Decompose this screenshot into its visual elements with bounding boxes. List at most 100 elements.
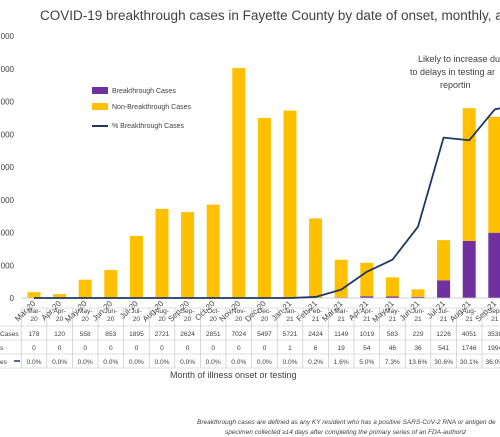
table-header-year: 20 <box>210 316 218 323</box>
y-tick-label: 000 <box>1 163 15 172</box>
table-cell: 5497 <box>257 331 272 338</box>
table-header-year: 21 <box>338 316 346 323</box>
table-header-year: 20 <box>133 316 141 323</box>
bar-non-breakthrough <box>283 110 297 298</box>
table-cell: 0.2% <box>308 359 323 366</box>
table-cell: 1994 <box>487 345 500 352</box>
table-header-year: 20 <box>107 316 115 323</box>
table-cell: 0.0% <box>154 359 169 366</box>
annotation-line-3: reportin <box>440 80 471 90</box>
table-row-label: s <box>0 345 4 352</box>
bar-breakthrough <box>385 296 399 298</box>
table-header-month: Jun- <box>412 308 425 315</box>
table-header-month: Oct- <box>207 308 219 315</box>
table-header-month: Jul- <box>131 308 142 315</box>
table-cell: 0.0% <box>129 359 144 366</box>
table-cell: 36.0% <box>485 359 500 366</box>
table-cell: 1149 <box>334 331 349 338</box>
table-cell: 0.0% <box>257 359 272 366</box>
table-cell: 1746 <box>462 345 477 352</box>
table-cell: 583 <box>387 331 398 338</box>
table-header-year: 21 <box>414 316 422 323</box>
table-cell: 541 <box>438 345 449 352</box>
table-header-month: Feb- <box>309 308 323 315</box>
table-header-month: Mar- <box>27 308 41 315</box>
table-cell: 7024 <box>231 331 246 338</box>
line-layer <box>34 107 500 299</box>
table-cell: 2721 <box>155 331 170 338</box>
table-header-month: Nov- <box>232 308 246 315</box>
table-cell: 36 <box>414 345 422 352</box>
footnote-line-1: Breakthrough cases are defined as any KY… <box>197 419 496 426</box>
bar-non-breakthrough <box>78 279 92 298</box>
bar-non-breakthrough <box>206 204 220 298</box>
y-tick-label: 000 <box>1 261 15 270</box>
table-cell: 0.0% <box>180 359 195 366</box>
table-header-month: May- <box>78 308 93 315</box>
bar-non-breakthrough <box>181 212 195 298</box>
table-header-month: Mar- <box>334 308 348 315</box>
table-header-year: 21 <box>286 316 294 323</box>
table-cell: 0.0% <box>282 359 297 366</box>
bar-non-breakthrough <box>309 218 323 298</box>
table-header-year: 21 <box>440 316 448 323</box>
table-cell: 2424 <box>308 331 323 338</box>
footnote-line-2: specimen collected ≥14 days after comple… <box>225 429 467 436</box>
bar-non-breakthrough <box>257 117 271 298</box>
bar-breakthrough <box>488 232 500 298</box>
table-cell: 229 <box>412 331 423 338</box>
bar-non-breakthrough <box>360 262 374 297</box>
y-tick-label: 0 <box>10 294 15 303</box>
table-cell: 0 <box>160 345 164 352</box>
table-cell: 0.0% <box>26 359 41 366</box>
table-cell: 0 <box>186 345 190 352</box>
bar-breakthrough <box>411 296 425 298</box>
annotation: Likely to increase du to delays in testi… <box>410 54 500 90</box>
table-cell: 0 <box>211 345 215 352</box>
table-cell: 853 <box>105 331 116 338</box>
bar-non-breakthrough <box>437 240 451 281</box>
legend-swatch-non-breakthrough <box>92 103 108 110</box>
table-header-year: 21 <box>312 316 320 323</box>
table-header-year: 21 <box>389 316 397 323</box>
table-cell: 30.1% <box>460 359 479 366</box>
table-cell: 120 <box>54 331 65 338</box>
table-header-year: 20 <box>82 316 90 323</box>
table-cell: 1 <box>288 345 292 352</box>
table-header-month: Sep- <box>181 308 195 315</box>
table-cell: 0.0% <box>231 359 246 366</box>
bar-non-breakthrough <box>129 235 143 298</box>
bar-non-breakthrough <box>462 108 476 241</box>
table-header-month: May- <box>385 308 400 315</box>
y-tick-label: 000 <box>1 229 15 238</box>
y-tick-label: 000 <box>1 32 15 41</box>
table-cell: 0.0% <box>206 359 221 366</box>
table-header-month: Jan- <box>284 308 297 315</box>
x-axis-title: Month of illness onset or testing <box>170 370 297 380</box>
table-header-year: 20 <box>184 316 192 323</box>
y-tick-label: 000 <box>1 130 15 139</box>
table-header-year: 20 <box>261 316 269 323</box>
table-cell: 2624 <box>180 331 195 338</box>
table-header-month: Jul- <box>438 308 449 315</box>
legend-label-percent: % Breakthrough Cases <box>112 123 184 130</box>
bar-non-breakthrough <box>411 289 425 297</box>
table-header-year: 20 <box>30 316 38 323</box>
table-cell: 1226 <box>436 331 451 338</box>
table-cell: 19 <box>338 345 346 352</box>
table-cell: 30.6% <box>434 359 453 366</box>
bar-breakthrough <box>437 280 451 298</box>
table-header-month: Sep- <box>488 308 500 315</box>
bar-breakthrough <box>360 296 374 298</box>
table-cell: 1895 <box>129 331 144 338</box>
table-header-month: Aug- <box>462 308 476 315</box>
table-header-year: 21 <box>363 316 371 323</box>
bar-non-breakthrough <box>53 294 67 298</box>
legend: Breakthrough Cases Non-Breakthrough Case… <box>92 87 191 130</box>
table-cell: 0.0% <box>78 359 93 366</box>
table-cell: 46 <box>389 345 397 352</box>
table-cell: 5.0% <box>359 359 374 366</box>
table-cell: 0 <box>237 345 241 352</box>
